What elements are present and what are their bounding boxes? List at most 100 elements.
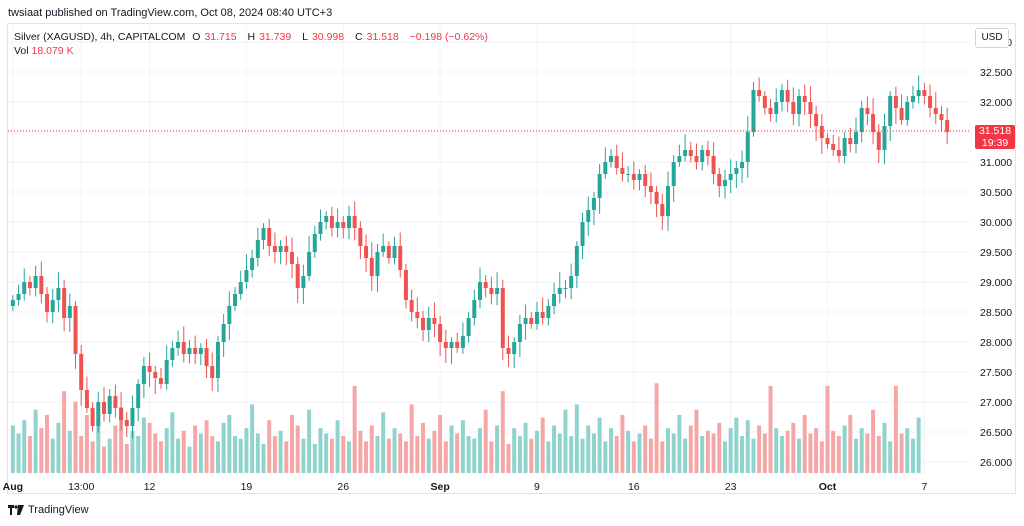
candle-body xyxy=(158,378,163,384)
currency-button[interactable]: USD xyxy=(975,28,1009,48)
candle-body xyxy=(364,246,369,258)
volume-bar xyxy=(113,425,118,473)
candle-body xyxy=(403,270,408,300)
volume-bar xyxy=(375,436,380,473)
volume-bar xyxy=(888,441,893,473)
volume-bar xyxy=(648,438,653,473)
candle-body xyxy=(574,246,579,276)
candle-body xyxy=(933,108,938,114)
volume-bar xyxy=(910,438,915,473)
last-price-value: 31.518 xyxy=(978,124,1012,137)
chart-frame[interactable] xyxy=(7,23,1016,494)
candle-body xyxy=(620,168,625,174)
candle-body xyxy=(517,324,522,342)
volume-bar xyxy=(797,438,802,473)
candle-body xyxy=(842,138,847,156)
volume-bar xyxy=(694,409,699,473)
volume-bar xyxy=(882,422,887,473)
footer-branding[interactable]: TradingView xyxy=(8,504,89,516)
y-tick-label: 31.000 xyxy=(980,157,1012,169)
candle-body xyxy=(563,288,568,289)
volume-bar xyxy=(67,430,72,473)
volume-bar xyxy=(842,425,847,473)
candle-body xyxy=(346,216,351,228)
candle-body xyxy=(170,348,175,360)
volume-bar xyxy=(603,441,608,473)
candle-body xyxy=(523,318,528,324)
volume-bar xyxy=(478,428,482,473)
volume-bar xyxy=(187,446,192,473)
volume-bar xyxy=(762,433,767,473)
candle-body xyxy=(876,132,881,150)
volume-bar xyxy=(386,438,391,473)
volume-bar xyxy=(728,428,733,473)
candle-body xyxy=(791,102,796,114)
candle-body xyxy=(506,348,511,354)
volume-bar xyxy=(871,409,876,473)
candle-body xyxy=(341,222,346,228)
x-tick-label: 9 xyxy=(534,481,540,493)
candle-body xyxy=(717,174,722,186)
candle-body xyxy=(415,312,420,318)
volume-bar xyxy=(346,441,351,473)
candle-body xyxy=(626,174,631,175)
candle-body xyxy=(312,234,317,252)
volume-bar xyxy=(802,414,807,473)
volume-bar xyxy=(158,441,163,473)
candle-body xyxy=(455,342,460,348)
volume-label[interactable]: Vol xyxy=(14,45,29,57)
volume-bar xyxy=(324,433,329,473)
candle-body xyxy=(643,174,648,186)
x-tick-label: Sep xyxy=(430,481,449,493)
symbol-title[interactable]: Silver (XAGUSD), 4h, CAPITALCOM xyxy=(14,31,186,43)
volume-bar xyxy=(16,433,21,473)
candle-body xyxy=(694,156,699,162)
volume-bar xyxy=(255,433,260,473)
candle-body xyxy=(489,288,494,294)
open-value: O 31.715 xyxy=(192,31,237,43)
candle-body xyxy=(671,162,676,186)
candle-body xyxy=(113,396,118,408)
volume-bar xyxy=(130,430,135,473)
candle-body xyxy=(648,186,653,192)
candle-body xyxy=(295,264,300,288)
candle-body xyxy=(785,90,790,102)
volume-bar xyxy=(107,438,112,473)
candle-body xyxy=(774,102,779,114)
close-value: C 31.518 xyxy=(355,31,399,43)
candle-body xyxy=(324,216,329,222)
candle-body xyxy=(882,126,887,150)
candle-body xyxy=(888,96,893,126)
candle-body xyxy=(677,156,682,162)
volume-bar xyxy=(432,430,437,473)
volume-bar xyxy=(495,425,500,473)
candle-body xyxy=(854,132,858,144)
volume-bar xyxy=(278,430,283,473)
candle-body xyxy=(22,282,27,294)
candle-body xyxy=(734,168,739,174)
candle-body xyxy=(164,360,169,384)
candle-body xyxy=(193,348,198,354)
candle-body xyxy=(79,354,84,390)
volume-bar xyxy=(141,417,146,473)
volume-bar xyxy=(147,422,152,473)
volume-bar xyxy=(45,414,50,473)
candle-body xyxy=(603,162,608,174)
volume-bar xyxy=(854,438,858,473)
candle-body xyxy=(631,174,636,180)
candle-body xyxy=(825,138,830,144)
candle-body xyxy=(586,210,591,222)
y-tick-label: 30.500 xyxy=(980,187,1012,199)
volume-bar xyxy=(683,438,688,473)
candle-body xyxy=(67,306,72,318)
volume-bar xyxy=(250,404,255,473)
last-price-label: 31.518 19:39 xyxy=(975,124,1015,149)
candle-body xyxy=(238,282,243,294)
candle-body xyxy=(443,342,448,348)
candle-body xyxy=(102,402,106,414)
volume-bar xyxy=(643,425,648,473)
volume-bar xyxy=(848,414,853,473)
volume-bar xyxy=(352,385,357,473)
candle-body xyxy=(267,228,272,246)
